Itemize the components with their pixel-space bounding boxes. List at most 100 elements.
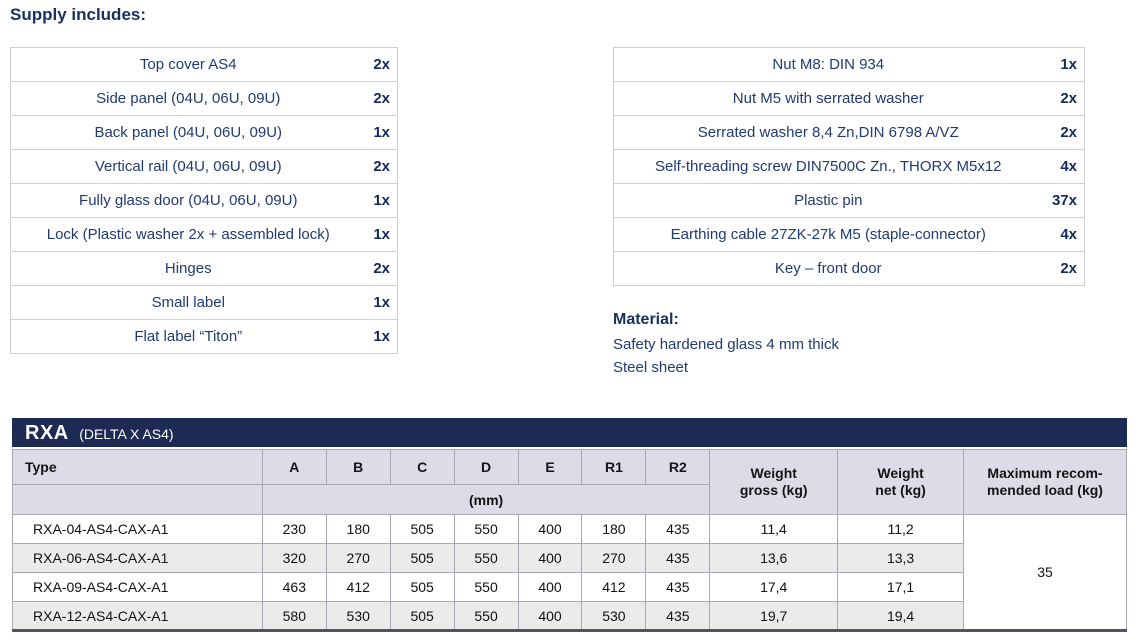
cell-a: 463 [261, 572, 327, 602]
supply-row: Side panel (04U, 06U, 09U) 2x [10, 81, 398, 116]
cell-d: 550 [453, 601, 519, 631]
col-header-weight-gross: Weight gross (kg) [709, 449, 839, 515]
cell-r2: 435 [645, 514, 711, 544]
cell-type: RXA-06-AS4-CAX-A1 [12, 543, 263, 573]
material-section: Material: Safety hardened glass 4 mm thi… [613, 311, 839, 379]
cell-weight-gross: 17,4 [709, 572, 839, 602]
supply-table-left: Top cover AS4 2x Side panel (04U, 06U, 0… [10, 47, 398, 354]
supply-row: Self-threading screw DIN7500C Zn., THORX… [613, 149, 1085, 184]
cell-weight-net: 11,2 [837, 514, 965, 544]
supply-item-label: Back panel (04U, 06U, 09U) [10, 115, 364, 150]
supply-item-label: Plastic pin [613, 183, 1041, 218]
supply-row: Serrated washer 8,4 Zn,DIN 6798 A/VZ 2x [613, 115, 1085, 150]
supply-table-right: Nut M8: DIN 934 1x Nut M5 with serrated … [613, 47, 1085, 286]
supply-item-label: Flat label “Titon” [10, 319, 364, 354]
supply-item-qty: 2x [363, 251, 398, 286]
supply-item-label: Nut M8: DIN 934 [613, 47, 1041, 82]
cell-e: 400 [517, 514, 583, 544]
cell-d: 550 [453, 572, 519, 602]
cell-c: 505 [389, 572, 455, 602]
cell-r2: 435 [645, 572, 711, 602]
supply-row: Nut M8: DIN 934 1x [613, 47, 1085, 82]
spec-table-section: RXA (DELTA X AS4) Type A B C D E R1 R2 W… [12, 418, 1127, 632]
spec-table: Type A B C D E R1 R2 Weight gross (kg) W… [12, 449, 1127, 632]
page-title: Supply includes: [10, 5, 147, 24]
supply-item-qty: 4x [1040, 149, 1085, 184]
cell-weight-gross: 11,4 [709, 514, 839, 544]
col-header-d: D [453, 449, 519, 485]
supply-item-label: Earthing cable 27ZK-27k M5 (staple-conne… [613, 217, 1041, 252]
supply-item-label: Nut M5 with serrated washer [613, 81, 1041, 116]
supply-item-qty: 2x [1040, 251, 1085, 286]
cell-b: 180 [325, 514, 391, 544]
spec-subtitle: (DELTA X AS4) [79, 426, 174, 442]
cell-c: 505 [389, 543, 455, 573]
supply-item-qty: 1x [363, 115, 398, 150]
cell-c: 505 [389, 514, 455, 544]
cell-c: 505 [389, 601, 455, 631]
supply-row: Small label 1x [10, 285, 398, 320]
spec-data-row: RXA-06-AS4-CAX-A1 320 270 505 550 400 27… [12, 543, 1127, 573]
cell-e: 400 [517, 543, 583, 573]
cell-r2: 435 [645, 601, 711, 631]
supply-item-label: Vertical rail (04U, 06U, 09U) [10, 149, 364, 184]
supply-item-qty: 1x [363, 285, 398, 320]
unit-row-empty-cell [12, 484, 263, 515]
cell-type: RXA-09-AS4-CAX-A1 [12, 572, 263, 602]
cell-weight-gross: 13,6 [709, 543, 839, 573]
supply-item-qty: 1x [1040, 47, 1085, 82]
spec-data-row: RXA-09-AS4-CAX-A1 463 412 505 550 400 41… [12, 572, 1127, 602]
supply-item-qty: 1x [363, 217, 398, 252]
col-header-c: C [389, 449, 455, 485]
supply-item-qty: 2x [1040, 81, 1085, 116]
material-line: Steel sheet [613, 359, 689, 376]
col-header-type: Type [12, 449, 263, 485]
supply-row: Nut M5 with serrated washer 2x [613, 81, 1085, 116]
supply-item-qty: 2x [363, 149, 398, 184]
supply-item-qty: 37x [1040, 183, 1085, 218]
cell-d: 550 [453, 514, 519, 544]
cell-type: RXA-04-AS4-CAX-A1 [12, 514, 263, 544]
cell-b: 412 [325, 572, 391, 602]
cell-weight-gross: 19,7 [709, 601, 839, 631]
supply-row: Top cover AS4 2x [10, 47, 398, 82]
cell-b: 530 [325, 601, 391, 631]
cell-weight-net: 13,3 [837, 543, 965, 573]
supply-item-qty: 2x [363, 47, 398, 82]
supply-row: Earthing cable 27ZK-27k M5 (staple-conne… [613, 217, 1085, 252]
supply-item-qty: 4x [1040, 217, 1085, 252]
cell-weight-net: 19,4 [837, 601, 965, 631]
unit-label: (mm) [261, 484, 711, 515]
supply-item-label: Fully glass door (04U, 06U, 09U) [10, 183, 364, 218]
cell-r2: 435 [645, 543, 711, 573]
col-header-r1: R1 [581, 449, 647, 485]
cell-weight-net: 17,1 [837, 572, 965, 602]
spec-data-row: RXA-12-AS4-CAX-A1 580 530 505 550 400 53… [12, 601, 1127, 631]
supply-row: Hinges 2x [10, 251, 398, 286]
cell-r1: 270 [581, 543, 647, 573]
cell-max-load: 35 [963, 514, 1127, 631]
cell-d: 550 [453, 543, 519, 573]
supply-row: Vertical rail (04U, 06U, 09U) 2x [10, 149, 398, 184]
supply-item-label: Top cover AS4 [10, 47, 364, 82]
cell-r1: 180 [581, 514, 647, 544]
supply-item-label: Small label [10, 285, 364, 320]
supply-row: Key – front door 2x [613, 251, 1085, 286]
cell-type: RXA-12-AS4-CAX-A1 [12, 601, 263, 631]
material-line: Safety hardened glass 4 mm thick [613, 336, 839, 353]
cell-r1: 412 [581, 572, 647, 602]
cell-b: 270 [325, 543, 391, 573]
cell-r1: 530 [581, 601, 647, 631]
col-header-b: B [325, 449, 391, 485]
supply-item-label: Lock (Plastic washer 2x + assembled lock… [10, 217, 364, 252]
col-header-r2: R2 [645, 449, 711, 485]
col-header-weight-net: Weight net (kg) [837, 449, 965, 515]
supply-item-label: Serrated washer 8,4 Zn,DIN 6798 A/VZ [613, 115, 1041, 150]
supply-item-qty: 2x [363, 81, 398, 116]
supply-row: Flat label “Titon” 1x [10, 319, 398, 354]
supply-item-label: Key – front door [613, 251, 1041, 286]
col-header-a: A [261, 449, 327, 485]
supply-item-qty: 2x [1040, 115, 1085, 150]
spec-header-row: Type A B C D E R1 R2 Weight gross (kg) W… [12, 449, 1127, 515]
supply-item-qty: 1x [363, 183, 398, 218]
